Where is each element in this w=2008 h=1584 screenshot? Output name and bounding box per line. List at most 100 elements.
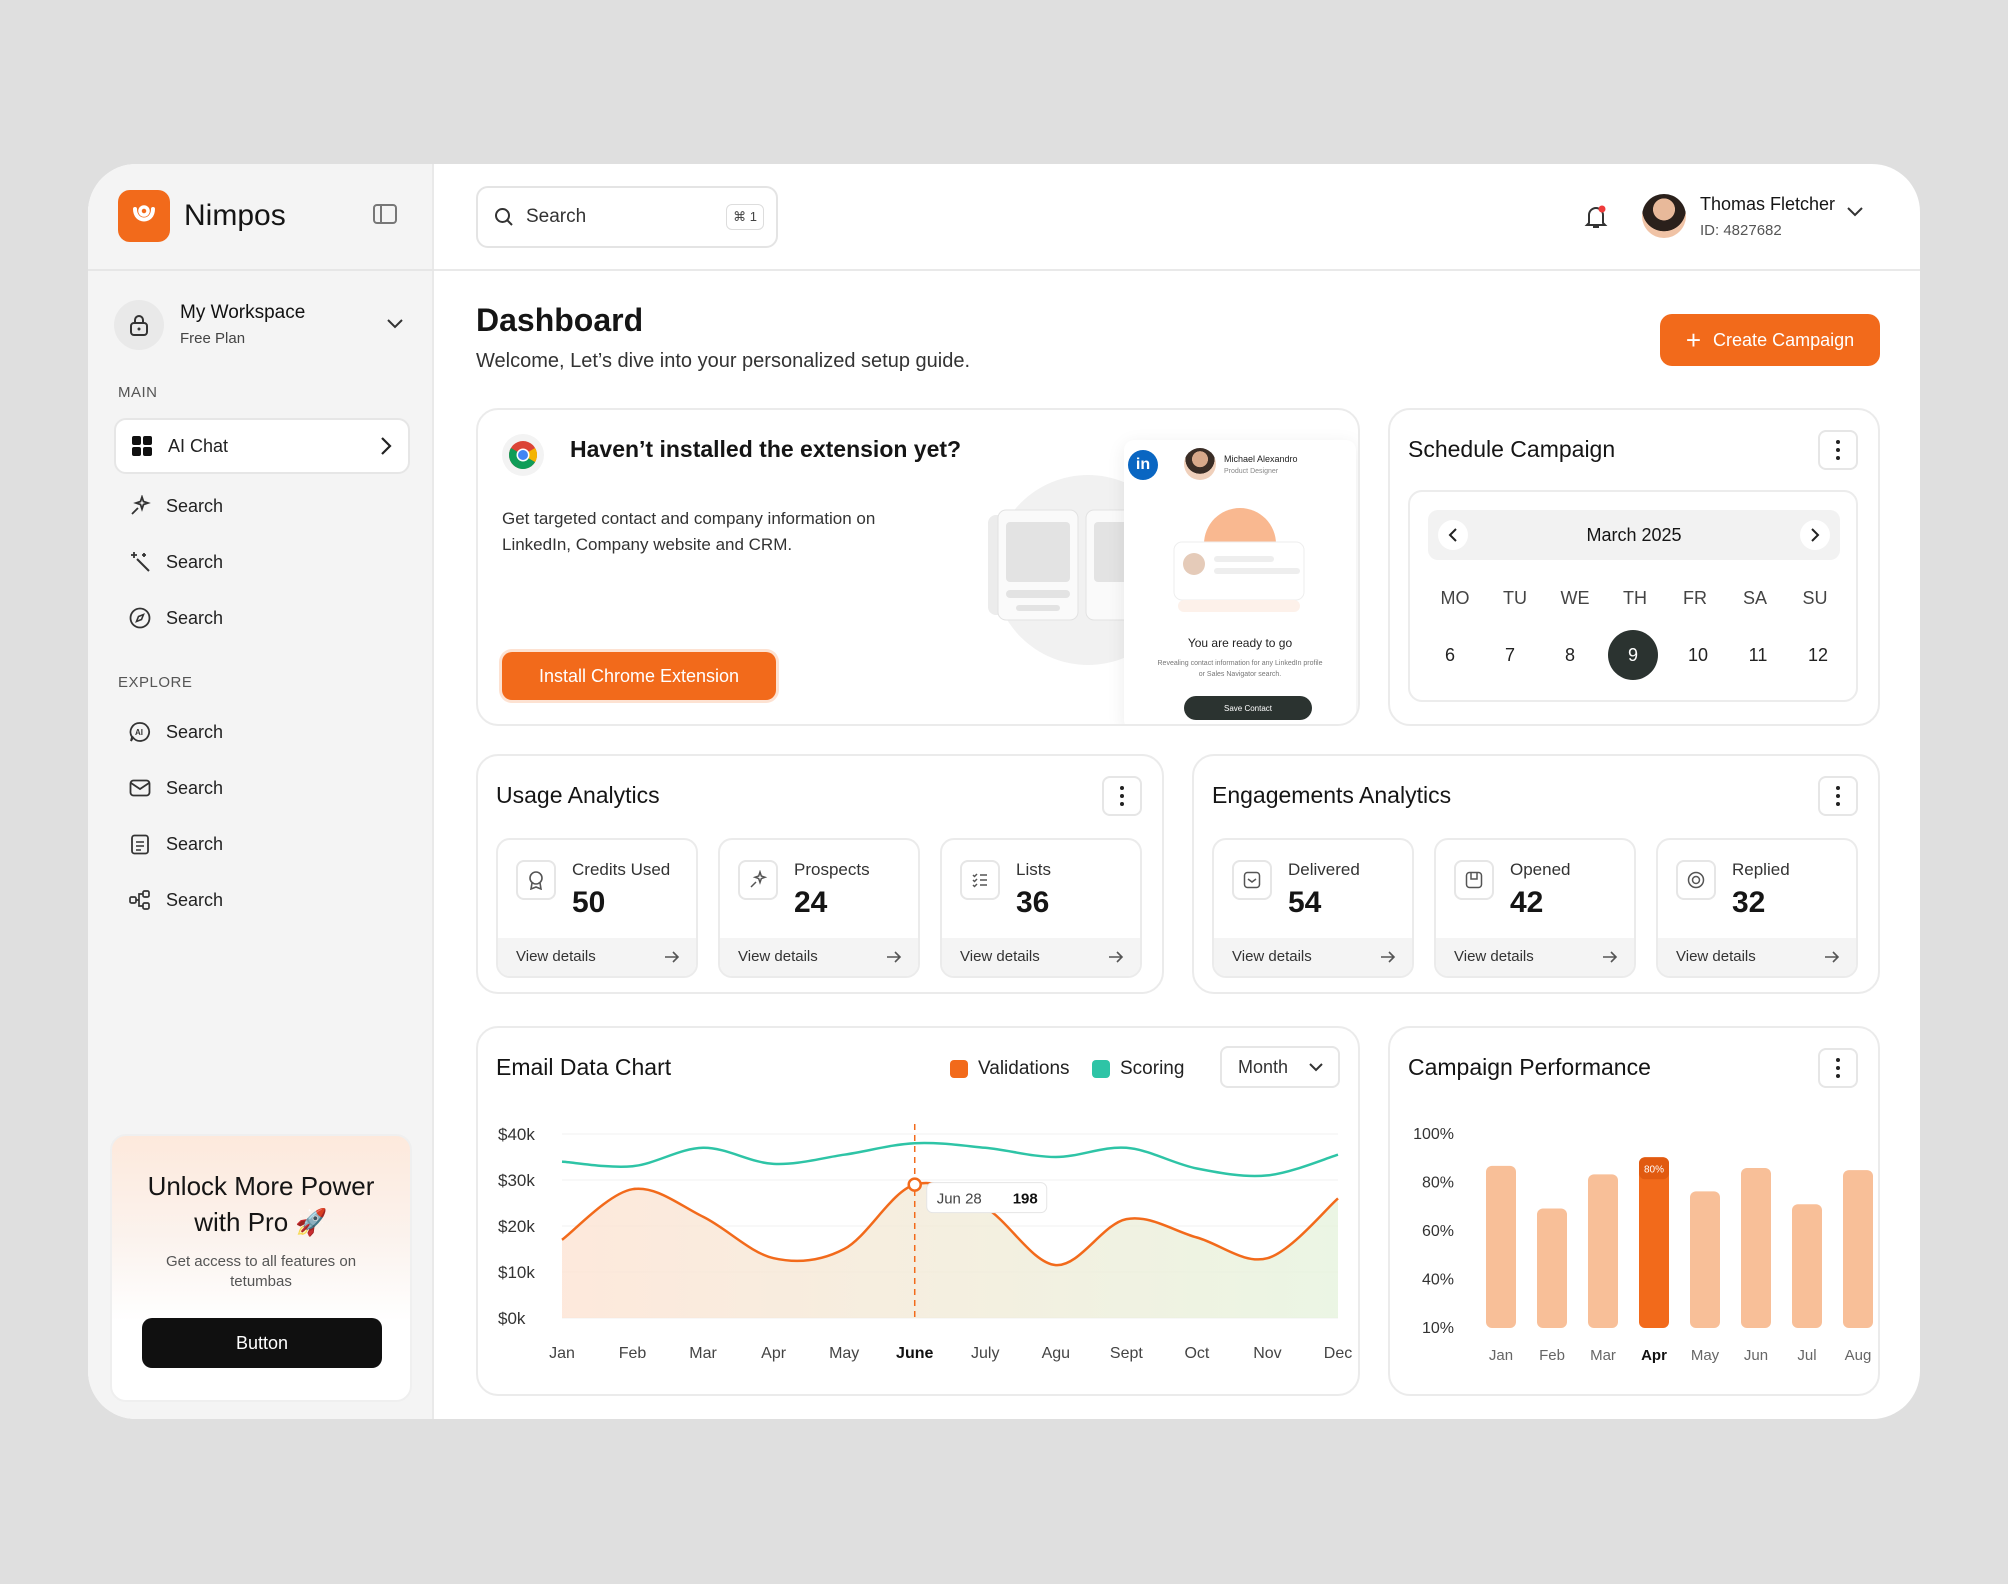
view-details-link[interactable]: View details — [1658, 938, 1856, 976]
x-tick-label: Sept — [1110, 1345, 1143, 1362]
calendar-day[interactable]: 6 — [1444, 645, 1455, 665]
more-options-icon[interactable] — [1102, 776, 1142, 816]
extension-title: Haven’t installed the extension yet? — [570, 436, 962, 462]
brand[interactable]: Nimpos — [118, 190, 286, 242]
view-details-link[interactable]: View details — [942, 938, 1140, 976]
stat-value: 36 — [1016, 886, 1050, 919]
bar — [1843, 1170, 1873, 1328]
legend-swatch — [950, 1060, 968, 1078]
stat-credits-used: Credits Used 50 View details — [496, 838, 698, 978]
sidebar-item-label: Search — [166, 551, 224, 572]
view-details-label: View details — [738, 948, 818, 965]
bar — [1486, 1165, 1516, 1328]
clipboard-icon — [128, 832, 152, 856]
sidebar-item-label: Search — [166, 777, 224, 798]
lock-icon — [114, 300, 164, 350]
search-shortcut: ⌘ 1 — [726, 204, 764, 230]
promo-subtitle: Get access to all features on tetumbas — [165, 1253, 357, 1290]
tooltip-box — [926, 1182, 1048, 1214]
sidebar-item-explore-3[interactable]: Search — [114, 816, 410, 872]
more-options-icon[interactable] — [1818, 776, 1858, 816]
stat-value: 32 — [1732, 886, 1766, 919]
sparkles-icon — [128, 494, 152, 518]
campaign-bar-chart: 100% 80% 60% 40% 10% Jan Feb Mar Apr 80% May Jun Jul… — [1413, 1126, 1873, 1364]
sidebar-toggle-icon[interactable] — [373, 204, 397, 224]
stat-value: 24 — [794, 886, 828, 919]
sidebar-item-explore-4[interactable]: Search — [114, 872, 410, 928]
view-details-link[interactable]: View details — [720, 938, 918, 976]
search-placeholder: Search — [526, 206, 587, 227]
bell-icon[interactable] — [1584, 204, 1608, 230]
stat-label: Replied — [1732, 860, 1790, 879]
calendar-day[interactable]: 7 — [1504, 645, 1515, 665]
brand-name: Nimpos — [184, 199, 286, 232]
period-select-value: Month — [1238, 1056, 1289, 1077]
tooltip-value: 198 — [1013, 1191, 1038, 1208]
chevron-down-icon[interactable] — [1846, 206, 1864, 218]
avatar — [1184, 448, 1216, 480]
stat-label: Delivered — [1288, 860, 1360, 879]
weekday-label: MO — [1440, 588, 1470, 608]
calendar-day-selected[interactable]: 9 — [1608, 630, 1658, 680]
more-options-icon[interactable] — [1818, 430, 1858, 470]
arrow-right-icon — [1825, 951, 1840, 963]
calendar-day[interactable]: 8 — [1564, 645, 1575, 665]
create-campaign-label: Create Campaign — [1713, 329, 1855, 350]
legend-scoring: Scoring — [1092, 1058, 1184, 1080]
search-input[interactable]: Search ⌘ 1 — [476, 186, 778, 248]
email-data-chart-card: Email Data Chart Validations Scoring Mon… — [476, 1026, 1360, 1396]
bar — [1792, 1204, 1822, 1328]
upgrade-promo-card: Unlock More Power with Pro 🚀 Get access … — [110, 1134, 412, 1402]
period-select[interactable]: Month — [1220, 1046, 1340, 1088]
stat-label: Opened — [1510, 860, 1571, 879]
chevron-left-icon[interactable] — [1438, 520, 1468, 550]
sidebar-item-search-1[interactable]: Search — [114, 478, 410, 534]
more-options-icon[interactable] — [1818, 1048, 1858, 1088]
card-title: Schedule Campaign — [1408, 436, 1616, 462]
usage-analytics-card: Usage Analytics Credits Used 50 View det… — [476, 754, 1164, 994]
sidebar-divider — [88, 269, 434, 271]
sidebar-item-explore-2[interactable]: Search — [114, 760, 410, 816]
sidebar-item-search-2[interactable]: Search — [114, 534, 410, 590]
y-tick-label: $10k — [498, 1263, 535, 1282]
sidebar-item-ai-chat[interactable]: AI Chat — [114, 418, 410, 474]
x-tick-label: May — [829, 1345, 859, 1362]
sidebar-item-explore-1[interactable]: AI Search — [114, 704, 410, 760]
sidebar-item-search-3[interactable]: Search — [114, 590, 410, 646]
y-tick-label: 10% — [1422, 1320, 1454, 1337]
mail-icon — [128, 776, 152, 800]
chevron-right-icon[interactable] — [1800, 520, 1830, 550]
stat-lists: Lists 36 View details — [940, 838, 1142, 978]
x-tick-label: Oct — [1184, 1345, 1209, 1362]
create-campaign-button[interactable]: + Create Campaign — [1660, 314, 1880, 366]
calendar-day[interactable]: 11 — [1748, 645, 1768, 665]
view-details-link[interactable]: View details — [1436, 938, 1634, 976]
install-extension-button[interactable]: Install Chrome Extension — [502, 652, 776, 700]
calendar-day[interactable]: 12 — [1807, 645, 1829, 665]
bar-data-label: 80% — [1644, 1164, 1664, 1175]
bar — [1741, 1167, 1771, 1328]
view-details-link[interactable]: View details — [498, 938, 696, 976]
chevron-down-icon — [387, 319, 403, 329]
list-icon — [960, 860, 1000, 900]
workspace-switcher[interactable]: My Workspace Free Plan — [114, 296, 404, 354]
promo-title: Unlock More Power with Pro 🚀 — [147, 1171, 375, 1237]
open-mail-icon — [1454, 860, 1494, 900]
y-tick-label: $40k — [498, 1125, 535, 1144]
sidebar-item-label: Search — [166, 889, 224, 910]
avatar[interactable] — [1642, 194, 1686, 238]
sparkles-icon — [738, 860, 778, 900]
stat-label: Prospects — [794, 860, 870, 879]
card-title: Email Data Chart — [496, 1054, 672, 1080]
chevron-right-icon — [381, 437, 392, 455]
calendar-month: March 2025 — [1586, 525, 1682, 545]
sidebar-item-label: Search — [166, 833, 224, 854]
weekday-label: TH — [1623, 588, 1647, 608]
bar-label-bg — [1639, 1157, 1669, 1180]
calendar-day[interactable]: 10 — [1687, 645, 1709, 665]
chevron-down-icon — [1309, 1063, 1323, 1072]
promo-button[interactable]: Button — [142, 1318, 382, 1368]
schedule-campaign-card: Schedule Campaign March 2025 MO TU WE TH… — [1388, 408, 1880, 726]
view-details-link[interactable]: View details — [1214, 938, 1412, 976]
page-subtitle: Welcome, Let’s dive into your personaliz… — [476, 350, 970, 372]
